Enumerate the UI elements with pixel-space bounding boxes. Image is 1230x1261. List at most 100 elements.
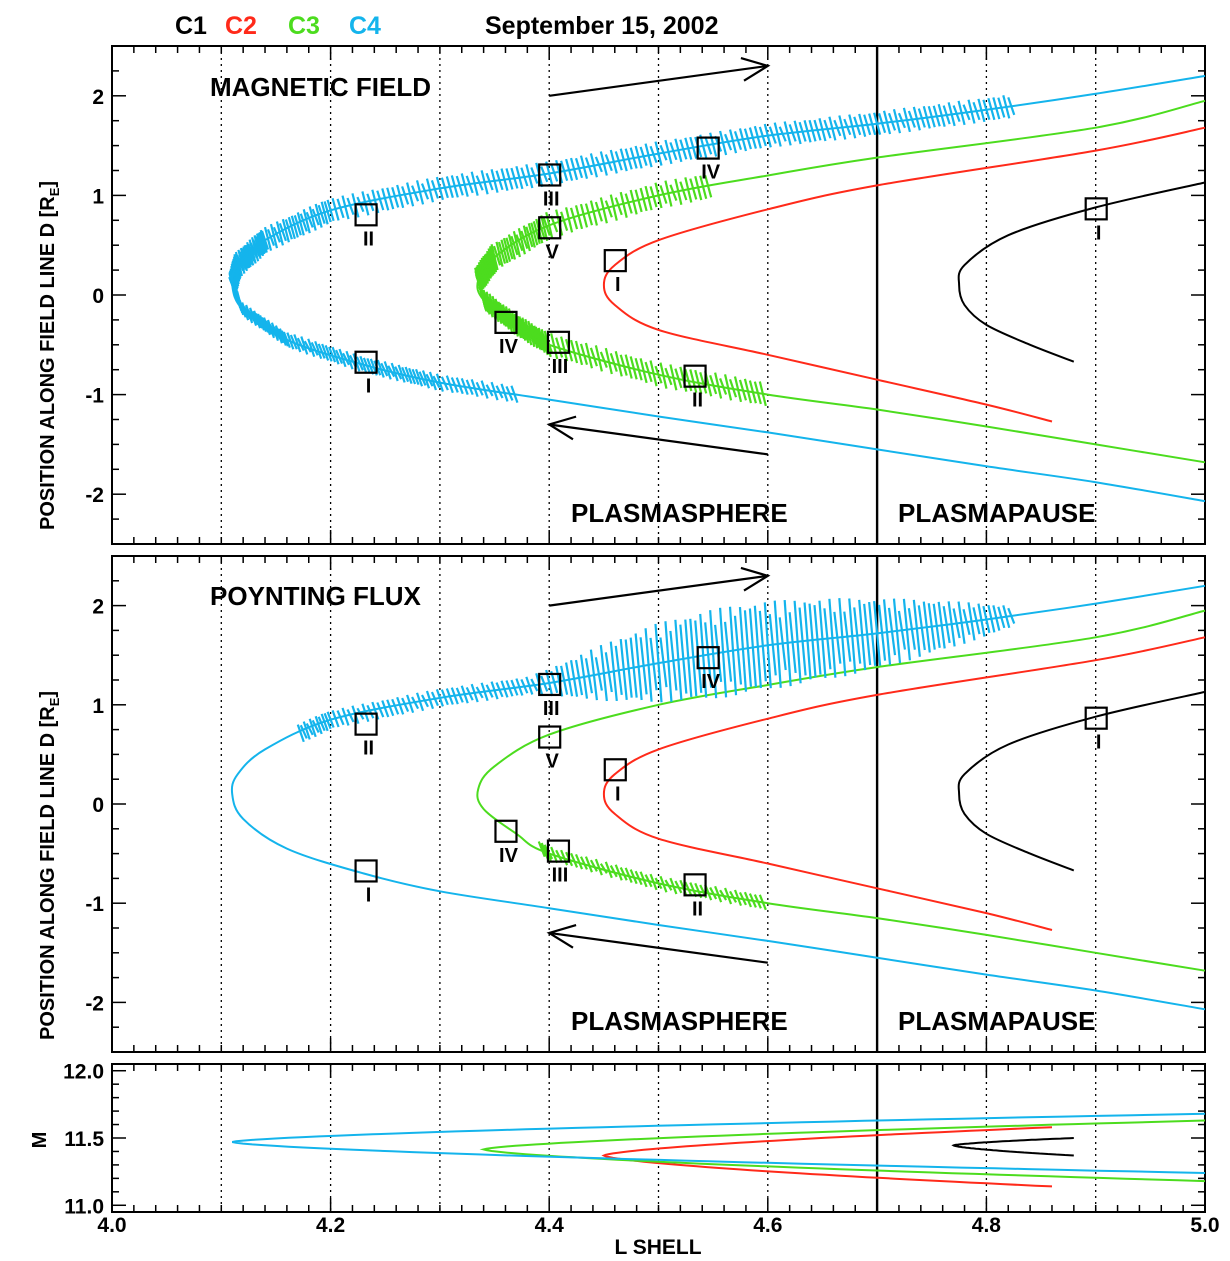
- wave-stroke: [249, 307, 258, 327]
- wave-stroke: [619, 867, 628, 881]
- wave-stroke: [507, 234, 517, 260]
- wave-stroke: [242, 246, 251, 269]
- event-marker-box: [538, 216, 562, 240]
- wave-stroke: [525, 226, 534, 248]
- x-tick-label: 5.0: [1190, 1214, 1219, 1237]
- event-marker-label: IV: [701, 671, 721, 693]
- trajectory-arrowhead: [546, 415, 577, 441]
- wave-stroke: [522, 225, 531, 252]
- event-marker-label: I: [366, 884, 372, 906]
- wave-stroke: [311, 208, 320, 226]
- event-marker-label: II: [692, 390, 703, 412]
- wave-stroke: [599, 351, 608, 368]
- wave-stroke: [241, 248, 250, 269]
- wave-stroke: [579, 856, 588, 870]
- wave-stroke: [314, 340, 323, 360]
- wave-stroke: [599, 863, 608, 874]
- wave-stroke: [317, 204, 326, 224]
- event-marker-box: [538, 163, 562, 187]
- wave-stroke: [281, 218, 290, 243]
- event-marker-label: III: [552, 865, 569, 887]
- grid-layer: -2 -1 0 1 2 -2 -1 0 1 2 11.0 11.5 12.0 4.0 4.2 4.4 4.6 4.…: [63, 45, 1220, 1237]
- wave-stroke: [604, 861, 613, 879]
- wave-stroke: [560, 211, 569, 231]
- event-marker-box: [546, 839, 571, 863]
- event-marker-box: [494, 819, 518, 843]
- y-tick-label: -2: [85, 992, 104, 1015]
- orbit-line-c3: [476, 609, 1206, 972]
- y-tick-label: 0: [92, 794, 104, 817]
- event-marker-box: [696, 136, 720, 160]
- event-marker-box: [683, 364, 707, 388]
- wave-stroke: [262, 317, 272, 336]
- event-marker-box: [696, 646, 720, 670]
- wave-stroke: [275, 221, 284, 246]
- wave-stroke: [244, 244, 253, 266]
- event-marker-box: [603, 758, 627, 782]
- wave-stroke: [589, 347, 598, 367]
- wave-stroke: [594, 345, 603, 372]
- wave-stroke: [296, 724, 305, 743]
- y-tick-label: 2: [92, 596, 104, 619]
- wave-stroke: [386, 187, 395, 210]
- panel-middle-ylabel: POSITION ALONG FIELD LINE D [RE]: [37, 691, 62, 1040]
- panel-top-frame: [111, 45, 1206, 545]
- wave-stroke: [308, 718, 317, 738]
- wave-stroke: [284, 219, 293, 240]
- wave-stroke: [574, 205, 584, 230]
- event-marker-label: IV: [499, 845, 519, 867]
- wave-stroke: [502, 237, 512, 262]
- panel-middle-plasmapause-label: PLASMAPAUSE: [898, 1006, 1095, 1036]
- wave-stroke: [324, 345, 333, 362]
- wave-stroke: [527, 320, 536, 348]
- event-marker-box: [538, 672, 562, 697]
- wave-stroke: [604, 200, 613, 218]
- event-marker-label: II: [363, 738, 374, 760]
- wave-stroke: [302, 209, 311, 234]
- wave-stroke: [569, 207, 579, 230]
- event-marker-label: II: [363, 228, 374, 250]
- wave-stroke: [574, 340, 584, 366]
- wave-stroke: [594, 858, 603, 876]
- orbit-line-c1: [957, 690, 1206, 872]
- wave-stroke: [391, 187, 400, 208]
- wave-stroke: [274, 325, 283, 344]
- wave-stroke: [311, 719, 320, 733]
- event-marker-box: [1084, 197, 1108, 221]
- wave-stroke: [317, 716, 326, 732]
- y-tick-label: 0: [92, 285, 104, 308]
- wave-stroke: [614, 864, 623, 881]
- x-tick-label: 4.6: [753, 1214, 782, 1237]
- wave-stroke: [246, 241, 255, 266]
- panel-top-plasmasphere-label: PLASMASPHERE: [571, 498, 788, 528]
- wave-stroke: [614, 350, 623, 377]
- wave-stroke: [609, 352, 618, 372]
- m-curve-c3: [479, 1119, 1206, 1183]
- trajectory-arrow-outbound: [549, 574, 768, 607]
- event-marker-label: IV: [701, 162, 721, 184]
- y-tick-label: 12.0: [63, 1061, 104, 1084]
- orbit-line-c2: [602, 126, 1206, 423]
- wave-stroke: [579, 343, 589, 365]
- wave-stroke: [512, 230, 521, 258]
- event-marker-label: III: [552, 356, 569, 378]
- panel-top-ylabel: POSITION ALONG FIELD LINE D [RE]: [37, 181, 62, 530]
- wave-stroke: [599, 197, 608, 224]
- y-tick-label: 2: [92, 86, 104, 109]
- legend-c1: C1: [175, 12, 207, 40]
- panel-middle-plasmasphere-label: PLASMASPHERE: [571, 1006, 788, 1036]
- event-marker-label: III: [543, 698, 560, 720]
- panel-middle-title: POYNTING FLUX: [210, 581, 422, 611]
- panel-bottom-ylabel: M: [29, 1132, 51, 1149]
- wave-stroke: [305, 722, 314, 736]
- wave-stroke: [272, 226, 281, 243]
- wave-stroke: [245, 304, 254, 324]
- wave-stroke: [254, 236, 263, 256]
- event-marker-label: I: [1096, 222, 1102, 244]
- wave-stroke: [376, 702, 385, 718]
- wave-stroke: [579, 203, 589, 228]
- trajectory-arrow-inbound: [549, 423, 768, 456]
- wave-stroke: [532, 221, 541, 245]
